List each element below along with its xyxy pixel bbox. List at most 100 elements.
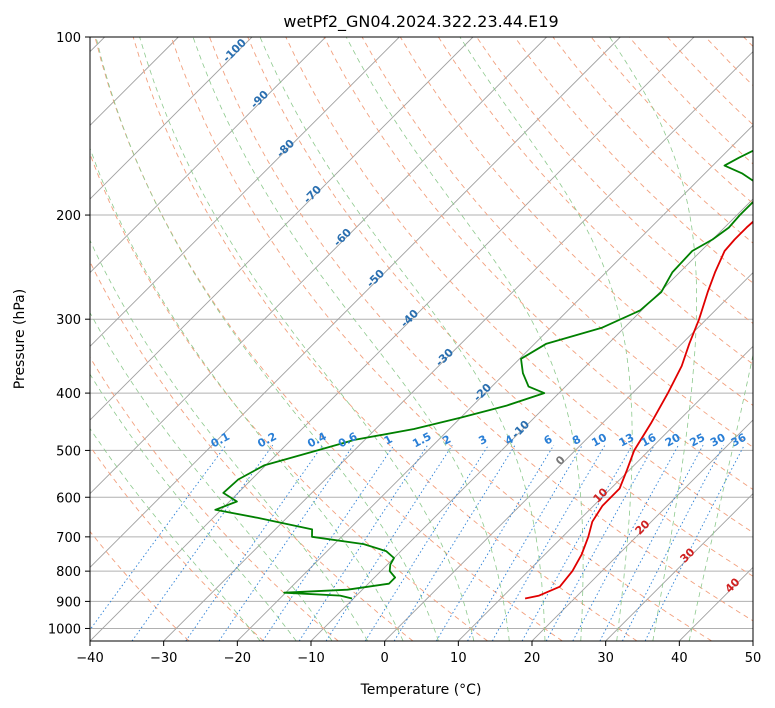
mixing-ratio-label: 30 <box>708 431 728 450</box>
isotherm-line <box>679 566 753 641</box>
moist-adiabat <box>90 147 404 641</box>
dry-adiabat <box>90 152 488 641</box>
plot-frame <box>89 36 754 642</box>
moist-adiabat <box>459 37 633 641</box>
x-tick-label: 0 <box>381 651 389 666</box>
x-tick-label: 30 <box>597 651 614 666</box>
y-tick-label: 600 <box>56 491 81 506</box>
mixing-ratio-line <box>436 444 555 641</box>
x-axis-label: Temperature (°C) <box>360 682 482 698</box>
moist-adiabat <box>345 37 584 641</box>
mixing-ratio-label: 8 <box>570 433 583 448</box>
chart-title: wetPf2_GN04.2024.322.23.44.E19 <box>283 12 558 32</box>
dry-adiabat <box>552 37 753 244</box>
dry-adiabat <box>285 37 753 534</box>
isotherm-label: 40 <box>723 575 743 595</box>
y-axis: 100 200 300 400 500 600 700 800 900 1000 <box>48 31 90 637</box>
mixing-ratio-label: 6 <box>542 432 555 447</box>
isotherm-line <box>90 37 695 641</box>
x-tick-label: −20 <box>224 651 251 666</box>
dry-adiabat <box>90 445 264 641</box>
dry-adiabat <box>399 37 753 406</box>
isotherm-label: -40 <box>398 307 421 330</box>
dry-adiabat <box>170 37 712 641</box>
isotherm-line <box>90 37 400 347</box>
mixing-ratio-label: 2 <box>440 433 453 448</box>
mixing-ratio-label: 36 <box>729 431 749 450</box>
isotherm-line <box>90 37 621 568</box>
x-tick-label: 20 <box>524 651 541 666</box>
temperature-line <box>524 220 753 600</box>
y-axis-label: Pressure (hPa) <box>12 289 28 389</box>
mixing-ratio-label: 1 <box>382 433 395 448</box>
mixing-ratio-label: 3 <box>476 433 489 448</box>
mixing-ratio-label: 13 <box>617 431 637 450</box>
x-tick-label: 10 <box>450 651 467 666</box>
y-tick-label: 300 <box>56 313 81 328</box>
isotherm-label: -60 <box>331 226 354 249</box>
dry-adiabat <box>90 260 414 641</box>
mixing-ratio-label: 16 <box>639 431 659 450</box>
y-tick-label: 700 <box>56 531 81 546</box>
isotherm-label: 30 <box>678 545 698 565</box>
mixing-ratio-line <box>467 444 583 641</box>
dry-adiabat <box>90 530 190 641</box>
mixing-ratio-line <box>545 444 655 641</box>
mixing-ratio-line <box>90 444 227 631</box>
isotherm-label: -70 <box>301 183 324 206</box>
mixing-ratio-line <box>644 444 745 641</box>
mixing-ratio-line <box>364 444 489 641</box>
isotherm-line <box>752 640 753 641</box>
x-tick-label: −30 <box>150 651 177 666</box>
dry-adiabat <box>90 356 339 641</box>
mixing-ratio-line <box>185 444 323 641</box>
isotherm-label: -90 <box>248 88 271 111</box>
moist-adiabat <box>192 37 510 641</box>
y-tick-label: 1000 <box>48 622 81 637</box>
dry-adiabat <box>247 37 753 577</box>
dry-adiabat <box>209 37 753 622</box>
mixing-ratio-line <box>521 444 633 641</box>
x-tick-label: −10 <box>297 651 324 666</box>
mixing-ratio-label: 0.6 <box>336 430 360 451</box>
moist-adiabat <box>90 427 261 641</box>
moist-adiabat <box>90 373 297 641</box>
isotherm-line <box>531 419 753 641</box>
dry-adiabat <box>743 37 753 48</box>
isotherm-label: -80 <box>274 137 297 160</box>
dry-adiabat <box>132 37 638 641</box>
moist-adiabat <box>139 37 475 641</box>
y-tick-label: 900 <box>56 595 81 610</box>
isotherm-line <box>90 37 253 200</box>
dewpoint-line <box>214 149 753 600</box>
mixing-ratio-line <box>298 444 428 641</box>
dry-adiabat <box>514 37 753 284</box>
dry-adiabat <box>94 37 563 641</box>
grid-layer <box>90 37 753 641</box>
mixing-ratio-line <box>325 444 453 641</box>
y-tick-label: 500 <box>56 444 81 459</box>
dry-adiabat <box>705 37 753 87</box>
isotherm-line <box>605 493 753 641</box>
moist-adiabat <box>90 312 333 641</box>
mixing-ratio-line <box>621 444 724 641</box>
mixing-ratio-line <box>131 444 274 641</box>
isotherm-line <box>458 345 753 641</box>
mixing-ratio-line <box>218 444 354 641</box>
mixing-ratio-label: 10 <box>589 431 609 450</box>
isotherm-line <box>90 37 474 421</box>
mixing-ratio-line <box>393 444 516 641</box>
mixing-ratio-label: 1.5 <box>410 430 433 451</box>
mixing-ratio-label: 0.1 <box>209 430 232 451</box>
mixing-ratio-label: 20 <box>663 431 683 450</box>
x-tick-label: 50 <box>745 651 762 666</box>
y-tick-label: 800 <box>56 565 81 580</box>
isotherm-line <box>90 37 547 495</box>
isotherm-label: -50 <box>364 267 387 290</box>
y-tick-label: 100 <box>56 31 81 46</box>
isotherm-label: 10 <box>591 485 611 505</box>
x-tick-label: −40 <box>76 651 103 666</box>
x-axis: −40 −30 −20 −10 0 10 20 30 40 50 <box>76 641 761 666</box>
isotherm-label: -10 <box>509 418 532 441</box>
